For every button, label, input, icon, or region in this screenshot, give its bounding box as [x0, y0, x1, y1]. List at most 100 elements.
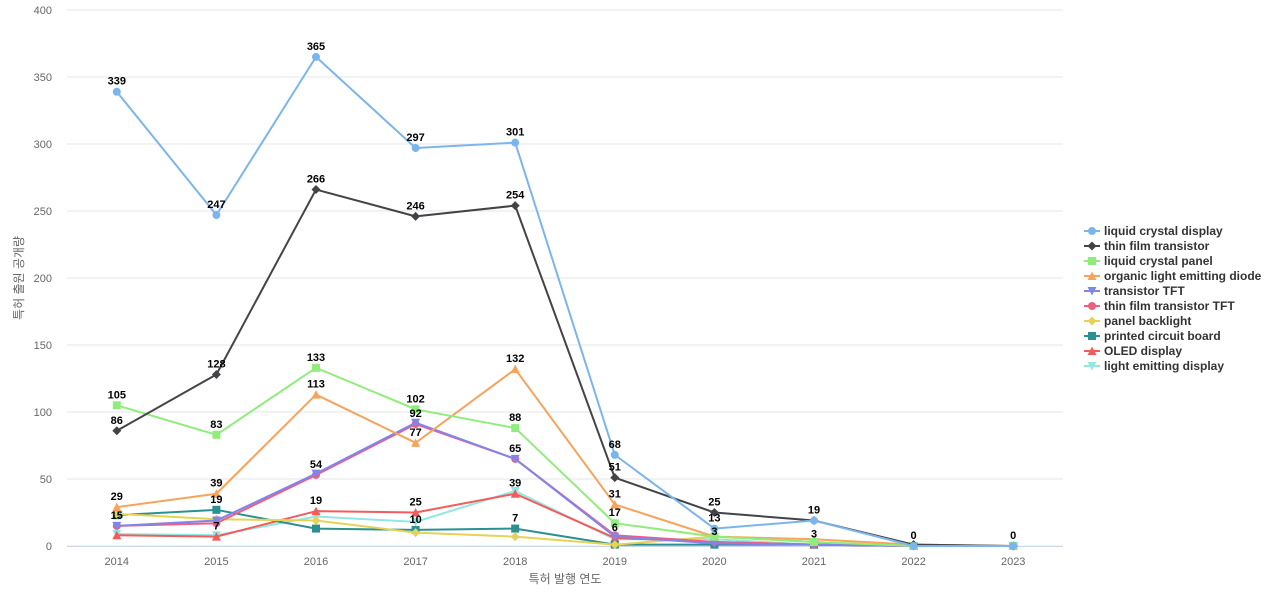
legend-item[interactable]: liquid crystal display — [1084, 224, 1223, 238]
y-tick-label: 300 — [34, 139, 52, 151]
legend-marker — [1087, 271, 1097, 280]
series-liquid-crystal-panel — [112, 363, 1018, 550]
data-point — [311, 516, 321, 526]
x-tick-label: 2020 — [702, 556, 726, 568]
data-label: 17 — [609, 507, 621, 519]
legend-item[interactable]: OLED display — [1084, 344, 1182, 358]
data-label: 247 — [207, 199, 225, 211]
y-tick-label: 150 — [34, 340, 52, 352]
data-label: 19 — [808, 505, 820, 517]
data-label: 3 — [811, 529, 817, 541]
data-point — [511, 424, 520, 433]
data-point — [212, 211, 221, 220]
data-label: 0 — [911, 530, 917, 542]
data-label: 13 — [708, 513, 720, 525]
x-tick-label: 2019 — [603, 556, 627, 568]
x-tick-label: 2015 — [204, 556, 228, 568]
series-thin-film-transistor — [112, 185, 1018, 551]
data-point — [710, 524, 719, 533]
data-label: 92 — [409, 408, 421, 420]
data-point — [510, 454, 520, 464]
data-label: 133 — [307, 352, 325, 364]
data-point — [510, 364, 520, 374]
data-label: 132 — [506, 353, 524, 365]
legend-item[interactable]: light emitting display — [1084, 359, 1224, 373]
data-label: 39 — [210, 478, 222, 490]
series-line — [115, 188, 1015, 547]
data-point — [709, 539, 719, 548]
legend-label: light emitting display — [1104, 359, 1224, 373]
data-point — [211, 516, 221, 526]
data-point — [312, 52, 320, 61]
data-point — [411, 418, 421, 428]
data-label: 88 — [509, 412, 521, 424]
data-label: 6 — [612, 522, 618, 534]
data-label: 29 — [111, 491, 123, 503]
data-label: 7 — [213, 521, 219, 533]
data-point — [510, 532, 520, 542]
series-liquid-crystal-display — [112, 52, 1018, 550]
data-point — [112, 426, 122, 436]
legend-item[interactable]: transistor TFT — [1084, 284, 1185, 298]
data-point — [1009, 542, 1018, 550]
legend-marker — [1087, 316, 1097, 326]
data-point — [810, 516, 818, 525]
data-point — [511, 524, 520, 533]
data-label: 0 — [1010, 530, 1016, 542]
data-label: 339 — [108, 76, 126, 88]
legend-label: thin film transistor TFT — [1104, 299, 1235, 313]
series-line — [115, 421, 1015, 547]
x-tick-label: 2018 — [503, 556, 527, 568]
legend-item[interactable]: thin film transistor — [1084, 239, 1210, 253]
data-label: 65 — [509, 443, 521, 455]
series-lines — [112, 52, 1018, 551]
data-point — [112, 509, 122, 519]
legend-item[interactable]: liquid crystal panel — [1084, 254, 1213, 268]
y-tick-label: 0 — [46, 541, 52, 553]
data-label: 86 — [111, 415, 123, 427]
series-transistor-tft — [112, 418, 1018, 551]
legend-label: printed circuit board — [1104, 329, 1221, 343]
y-tick-label: 50 — [40, 474, 52, 486]
data-label: 15 — [111, 510, 123, 522]
data-label: 105 — [108, 389, 126, 401]
data-point — [610, 450, 619, 459]
data-point — [411, 144, 420, 153]
data-point — [511, 138, 520, 147]
legend-item[interactable]: printed circuit board — [1084, 329, 1221, 343]
data-point — [411, 438, 421, 447]
data-label: 266 — [307, 174, 325, 186]
data-point — [610, 499, 620, 509]
data-label: 77 — [409, 427, 421, 439]
legend-marker — [1087, 362, 1097, 371]
data-point — [610, 540, 620, 550]
legend-item[interactable]: panel backlight — [1084, 314, 1191, 328]
data-point — [411, 405, 420, 414]
data-point — [112, 87, 121, 96]
data-point — [610, 532, 620, 542]
data-label: 10 — [409, 514, 421, 526]
legend-item[interactable]: thin film transistor TFT — [1084, 299, 1235, 313]
data-label: 54 — [310, 459, 323, 471]
series-organic-light-emitting-diode — [112, 364, 1018, 550]
data-label: 7 — [512, 513, 518, 525]
legend-label: organic light emitting diode — [1104, 269, 1262, 283]
data-point — [211, 369, 221, 379]
legend-item[interactable]: organic light emitting diode — [1084, 269, 1262, 283]
data-point — [510, 489, 520, 498]
data-point — [411, 517, 421, 527]
data-label: 51 — [609, 462, 621, 474]
data-point — [610, 519, 619, 528]
data-point — [211, 532, 221, 541]
data-point — [311, 506, 321, 516]
data-point — [312, 524, 320, 533]
y-tick-label: 350 — [34, 72, 52, 84]
x-axis-title: 특허 발행 연도 — [529, 571, 602, 586]
data-point — [710, 532, 719, 541]
data-label: 19 — [310, 495, 322, 507]
data-label: 301 — [506, 127, 524, 139]
data-label: 246 — [406, 200, 424, 212]
data-point — [212, 505, 221, 514]
